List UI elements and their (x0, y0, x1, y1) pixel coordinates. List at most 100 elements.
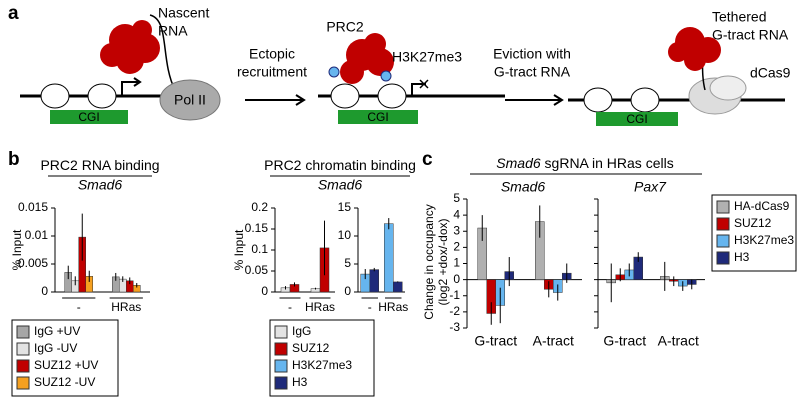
y-tick-label: 5 (344, 256, 351, 270)
arrowhead (553, 94, 564, 106)
y-tick-label: 10 (338, 228, 352, 242)
chart-title: Smad6 sgRNA in HRas cells (496, 155, 673, 171)
label: CGI (78, 110, 99, 124)
legend-swatch (16, 376, 30, 390)
legend-label: IgG -UV (34, 341, 77, 355)
y-tick-label: 5 (453, 191, 460, 205)
nucleosome (330, 83, 360, 109)
legend-swatch (16, 325, 30, 339)
subtitle: Smad6 (318, 177, 363, 193)
promoter-arrow (121, 81, 138, 96)
x-tick-label: G-tract (474, 333, 517, 349)
x-tick-label: G-tract (603, 333, 646, 349)
x-tick-label: - (368, 300, 372, 314)
cgi-box (338, 110, 418, 124)
y-tick-label: -3 (449, 320, 460, 334)
legend-swatch (274, 359, 288, 373)
legend-label: IgG +UV (34, 324, 80, 338)
x-tick-label: HRas (305, 300, 335, 314)
y-tick-label: 0 (344, 284, 351, 298)
bar (393, 281, 403, 293)
y-tick-label: 4 (453, 207, 460, 221)
label: PRC2 (326, 19, 364, 35)
y-tick-label: 3 (453, 223, 460, 237)
legend-swatch (16, 342, 30, 356)
chart-title: PRC2 chromatin binding (264, 157, 416, 173)
label: dCas9 (750, 65, 791, 81)
legend-box (711, 194, 797, 272)
arrowhead (133, 77, 142, 87)
panel-label: b (8, 149, 20, 170)
subtitle: Smad6 (78, 177, 123, 193)
title-text: sgRNA in HRas cells (545, 155, 674, 171)
label: Eviction with (493, 46, 571, 62)
nucleosome (377, 83, 407, 109)
y-axis-label: (log2 +dox/-dox) (436, 218, 450, 305)
y-axis-label: % Input (10, 229, 24, 270)
subtitle: Smad6 (501, 179, 546, 195)
prc2-blob (100, 20, 160, 74)
nucleosome (40, 83, 70, 109)
legend-box (269, 319, 375, 397)
x-tick-label: HRas (111, 300, 141, 314)
nucleosome (87, 83, 117, 109)
x-tick-label: A-tract (533, 333, 574, 349)
legend-swatch (716, 251, 730, 265)
pol-ii (159, 79, 221, 121)
label: G-tract RNA (494, 64, 571, 80)
legend-swatch (274, 325, 288, 339)
panel-label: a (8, 3, 19, 24)
nucleosome (630, 87, 660, 113)
legend-swatch (716, 217, 730, 231)
y-tick-label: 0.2 (251, 200, 268, 214)
y-tick-label: 0.05 (245, 263, 269, 277)
y-tick-label: 15 (338, 200, 352, 214)
bar (384, 223, 394, 293)
mark (328, 66, 340, 78)
y-tick-label: -2 (449, 304, 460, 318)
legend-label: SUZ12 -UV (34, 375, 95, 389)
diagram (20, 14, 785, 126)
y-tick-label: 0.15 (245, 221, 269, 235)
legend-label: IgG (292, 324, 311, 338)
label: Ectopic (249, 46, 295, 62)
legend-box (11, 319, 119, 397)
dcas9 (709, 75, 747, 101)
nucleosome (583, 87, 613, 113)
y-tick-label: 0 (41, 284, 48, 298)
arrowhead (295, 94, 306, 106)
legend-label: H3 (292, 375, 308, 389)
label: Nascent (158, 5, 209, 21)
bar (369, 269, 379, 293)
x-tick-label: - (77, 300, 81, 314)
title-text: PRC2 chromatin binding (264, 157, 416, 173)
prc2-blob (340, 33, 394, 84)
y-axis-label: % Input (232, 229, 246, 270)
legend-swatch (274, 342, 288, 356)
title-italic: Smad6 (496, 155, 541, 171)
panel-label: c (422, 149, 433, 170)
legend-swatch (16, 359, 30, 373)
legend-label: H3K27me3 (734, 233, 794, 247)
label: RNA (158, 23, 188, 39)
prc2-blob (668, 27, 721, 71)
legend-label: HA-dCas9 (734, 199, 790, 213)
legend-label: H3K27me3 (292, 358, 352, 372)
y-tick-label: 2 (453, 240, 460, 254)
label: Pol II (174, 92, 206, 108)
label: CGI (367, 110, 388, 124)
legend-swatch (716, 234, 730, 248)
x-tick-label: HRas (378, 300, 408, 314)
chart-title: PRC2 RNA binding (40, 157, 159, 173)
label: Tethered (712, 9, 766, 25)
blocked (419, 79, 429, 89)
cgi-box (596, 112, 678, 126)
y-tick-label: 0 (261, 284, 268, 298)
label: H3K27me3 (392, 49, 462, 65)
y-tick-label: 0.015 (18, 200, 48, 214)
x-tick-label: A-tract (658, 333, 699, 349)
legend-label: SUZ12 (734, 216, 772, 230)
y-axis-label: Change in occupancy (422, 204, 436, 319)
rna-strand (149, 14, 176, 91)
